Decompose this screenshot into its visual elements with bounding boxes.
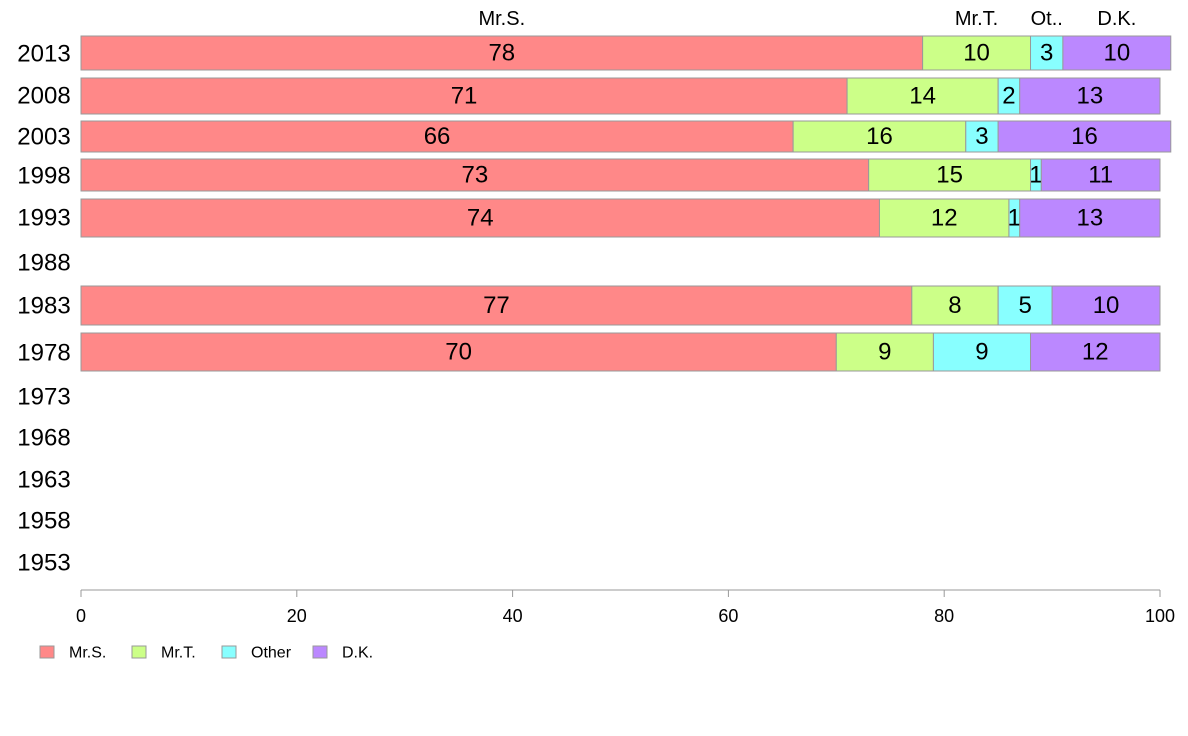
bar-label-2003-mrs: 66	[424, 123, 451, 150]
top-label-mrs: Mr.S.	[478, 8, 525, 30]
bar-label-2003-other: 3	[975, 123, 988, 150]
bar-label-1993-other: 1	[1008, 205, 1021, 232]
x-tick-label-100: 100	[1145, 606, 1175, 626]
year-label-1973: 1973	[17, 384, 70, 411]
x-tick-label-0: 0	[76, 606, 86, 626]
x-tick-label-40: 40	[503, 606, 523, 626]
bar-1978-mrt	[835, 332, 934, 372]
bar-label-1998-mrt: 15	[936, 162, 963, 189]
year-label-2013: 2013	[17, 41, 70, 68]
x-tick-label-80: 80	[934, 606, 954, 626]
bar-label-1993-mrs: 74	[467, 205, 494, 232]
bar-label-2013-dk: 10	[1103, 40, 1130, 67]
year-label-1988: 1988	[17, 250, 70, 277]
bar-1978-dk	[1030, 332, 1161, 372]
bar-2013-other	[1030, 35, 1064, 71]
bar-label-1978-dk: 12	[1082, 339, 1109, 366]
bar-1993-mrs	[80, 198, 880, 238]
bar-2008-mrs	[80, 77, 848, 115]
bar-label-2013-mrs: 78	[488, 40, 515, 67]
year-label-1968: 1968	[17, 425, 70, 452]
year-label-1958: 1958	[17, 508, 70, 535]
bar-1983-mrt	[911, 285, 999, 326]
bar-label-1993-dk: 13	[1077, 205, 1104, 232]
bar-label-1978-mrs: 70	[445, 339, 472, 366]
year-label-1978: 1978	[17, 340, 70, 367]
top-label-mrt: Mr.T.	[955, 8, 998, 30]
top-label-dk: D.K.	[1097, 8, 1136, 30]
bar-label-2013-other: 3	[1040, 40, 1053, 67]
bar-label-1978-other: 9	[975, 339, 988, 366]
bar-label-1978-mrt: 9	[878, 339, 891, 366]
bar-2003-other	[965, 120, 999, 153]
bar-2013-mrt	[922, 35, 1032, 71]
bar-label-2008-other: 2	[1002, 83, 1015, 110]
bar-label-1998-mrs: 73	[461, 162, 488, 189]
legend-label-other: Other	[251, 645, 292, 662]
bar-label-2003-dk: 16	[1071, 123, 1098, 150]
legend-label-mrt: Mr.T.	[161, 645, 196, 662]
bar-label-1998-dk: 11	[1088, 162, 1113, 189]
bar-label-1998-other: 1	[1029, 162, 1042, 189]
bar-2008-dk	[1019, 77, 1161, 115]
x-axis: 0 20 40 60 80 100	[76, 589, 1175, 626]
year-labels-group: 2013 2008 2003 1998 1993 1988 1983 1978 1973 1968…	[17, 41, 70, 577]
legend-swatch-dk	[312, 645, 328, 659]
x-tick-label-60: 60	[718, 606, 738, 626]
x-tick-label-20: 20	[287, 606, 307, 626]
legend-swatch-mrt	[131, 645, 147, 659]
bar-2003-mrt	[792, 120, 967, 153]
top-label-other: Ot..	[1031, 8, 1063, 30]
year-label-1993: 1993	[17, 205, 70, 232]
legend: Mr.S. Mr.T. Other D.K.	[39, 645, 373, 662]
bar-2008-mrt	[846, 77, 999, 115]
legend-label-mrs: Mr.S.	[69, 645, 106, 662]
year-label-1998: 1998	[17, 163, 70, 190]
bar-1993-mrt	[878, 198, 1010, 238]
bar-2003-dk	[997, 120, 1172, 153]
bar-1998-dk	[1040, 158, 1161, 192]
bar-1983-dk	[1051, 285, 1161, 326]
bar-2013-mrs	[80, 35, 924, 71]
bar-2013-dk	[1062, 35, 1172, 71]
top-series-labels-group: Mr.S. Mr.T. Ot.. D.K.	[478, 8, 1136, 30]
bar-label-2013-mrt: 10	[963, 40, 990, 67]
bar-label-1983-other: 5	[1018, 292, 1031, 319]
legend-swatch-mrs	[39, 645, 55, 659]
bar-label-2008-mrs: 71	[451, 83, 478, 110]
bar-1998-mrs	[80, 158, 870, 192]
bar-label-1993-mrt: 12	[931, 205, 958, 232]
year-label-2003: 2003	[17, 124, 70, 151]
bar-1993-dk	[1019, 198, 1161, 238]
legend-label-dk: D.K.	[342, 645, 373, 662]
bar-1983-other	[997, 285, 1053, 326]
year-label-1963: 1963	[17, 467, 70, 494]
bar-label-1983-mrs: 77	[483, 292, 510, 319]
bar-label-1983-mrt: 8	[948, 292, 961, 319]
bar-label-1983-dk: 10	[1093, 292, 1120, 319]
bar-label-2003-mrt: 16	[866, 123, 893, 150]
bar-2003-mrs	[80, 120, 794, 153]
bar-label-2008-dk: 13	[1077, 83, 1104, 110]
bar-1998-mrt	[868, 158, 1032, 192]
bar-1978-mrs	[80, 332, 837, 372]
year-label-1983: 1983	[17, 293, 70, 320]
legend-swatch-other	[221, 645, 237, 659]
year-label-2008: 2008	[17, 83, 70, 110]
year-label-1953: 1953	[17, 550, 70, 577]
bar-label-2008-mrt: 14	[909, 83, 936, 110]
